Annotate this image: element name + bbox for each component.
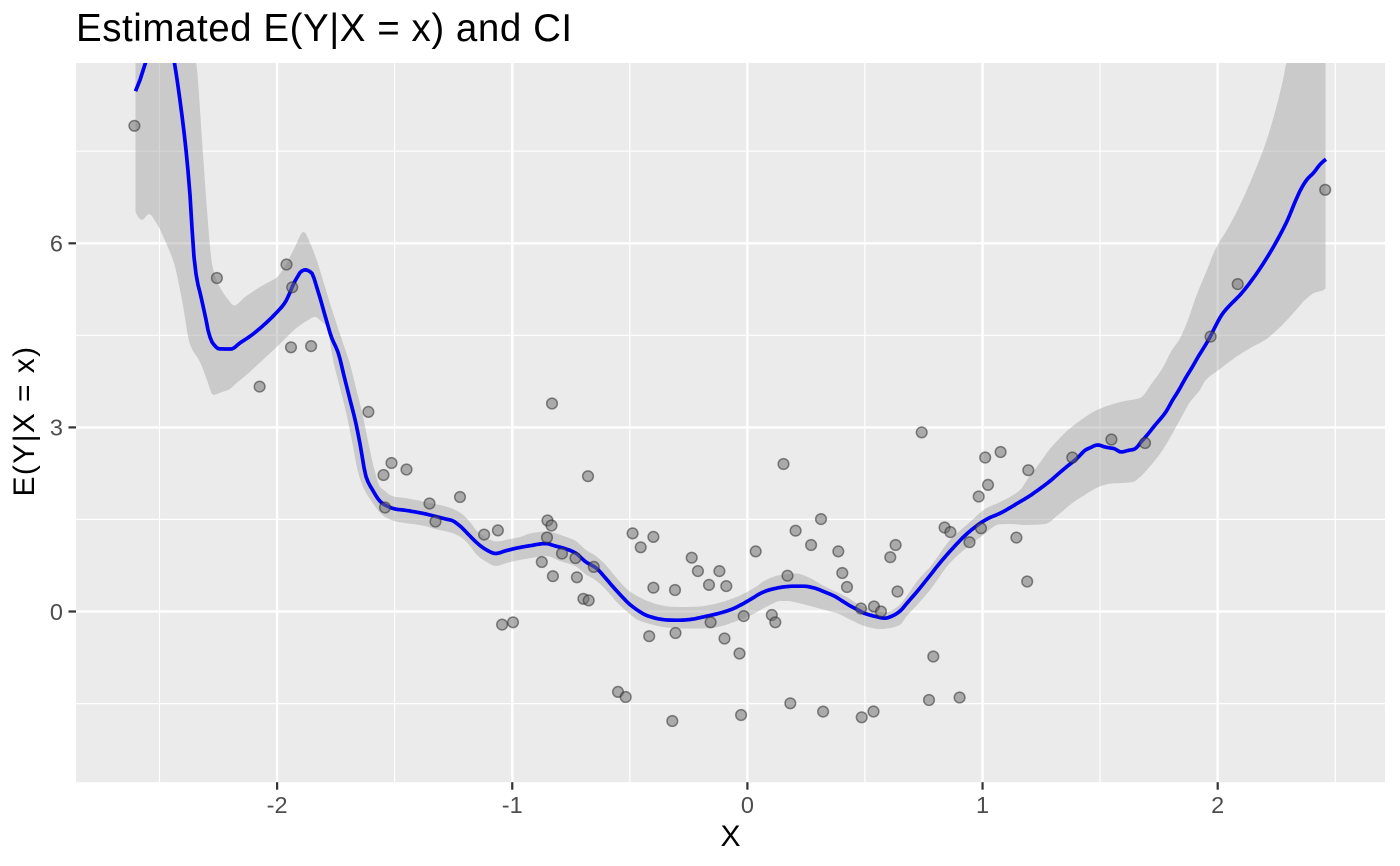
svg-text:2: 2 <box>1211 792 1224 818</box>
svg-text:Estimated E(Y|X = x) and CI: Estimated E(Y|X = x) and CI <box>76 7 573 50</box>
svg-text:-2: -2 <box>267 792 288 818</box>
svg-text:6: 6 <box>50 231 63 257</box>
svg-text:X: X <box>720 820 740 853</box>
svg-text:0: 0 <box>741 792 754 818</box>
svg-text:-1: -1 <box>502 792 523 818</box>
svg-text:3: 3 <box>50 415 63 441</box>
svg-text:E(Y|X = x): E(Y|X = x) <box>8 346 41 497</box>
svg-text:1: 1 <box>976 792 989 818</box>
svg-text:0: 0 <box>50 599 63 625</box>
